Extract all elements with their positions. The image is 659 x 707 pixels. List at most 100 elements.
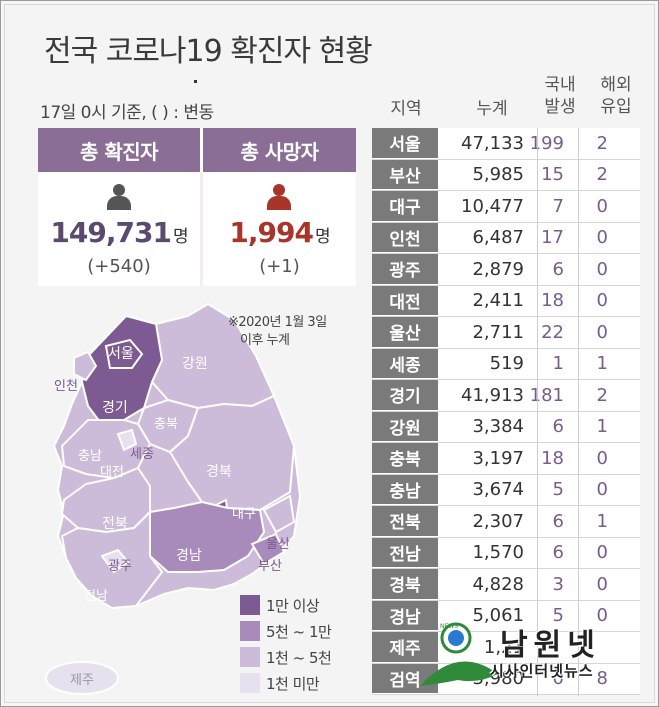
map-label-gyeonggi: 경기 [102, 400, 128, 416]
region-cell: 울산 [372, 317, 438, 348]
region-cell: 전북 [372, 506, 438, 537]
domestic-cell: 6 [552, 416, 564, 438]
deaths-total: 1,994 명 [203, 216, 356, 249]
region-cell: 검역 [372, 663, 438, 694]
confirmed-column: 149,731 명 (+540) [38, 172, 200, 286]
region-cell: 대구 [372, 191, 438, 222]
region-sejong [116, 428, 138, 452]
imported-cell: 0 [596, 573, 608, 595]
region-cell: 충남 [372, 474, 438, 505]
region-cell: 광주 [372, 254, 438, 285]
total-cell: 3,674 [472, 479, 524, 501]
deaths-unit: 명 [314, 227, 331, 247]
legend-label: 5천 ~ 1만 [266, 622, 332, 641]
total-cell: 2,711 [472, 321, 524, 343]
confirmed-header: 총 확진자 [38, 128, 200, 172]
domestic-cell: 0 [552, 668, 564, 690]
domestic-cell: 1 [552, 353, 564, 375]
imported-cell: 0 [596, 605, 608, 627]
logo-badge-text: NEWS [440, 623, 458, 630]
deaths-column: 1,994 명 (+1) [203, 172, 356, 286]
map-label-daegu: 대구 [232, 507, 256, 522]
domestic-cell: 22 [541, 321, 564, 343]
imported-cell: 0 [596, 479, 608, 501]
table-row: 서울 47,133 199 2 [372, 128, 640, 160]
watermark-subtitle: 시사인터넷뉴스 [490, 662, 594, 680]
region-cell: 세종 [372, 348, 438, 379]
imported-cell: 0 [596, 321, 608, 343]
total-cell: 1,570 [472, 542, 524, 564]
region-seoul [104, 338, 144, 369]
summary-box: 총 확진자 총 사망자 149,731 명 (+540) 1,994 명 (+1) [38, 128, 356, 286]
imported-cell: 0 [596, 258, 608, 280]
domestic-cell: 6 [552, 258, 564, 280]
imported-cell: 1 [596, 416, 608, 438]
table-row: 인천 6,487 17 0 [372, 222, 640, 254]
map-label-seoul: 서울 [108, 346, 134, 362]
header-domestic: 국내 발생 [544, 75, 576, 117]
legend-item: 1만 이상 [240, 592, 331, 618]
imported-cell: 2 [596, 132, 608, 154]
page-title: 전국 코로나19 확진자 현황 [44, 34, 373, 69]
domestic-cell: 5 [552, 479, 564, 501]
table-row: 제주 1,21 [372, 632, 640, 664]
table-row: 충남 3,674 5 0 [372, 474, 640, 506]
region-jeju [45, 661, 119, 695]
table-row: 검역 3,980 0 8 [372, 663, 640, 695]
table-row: 울산 2,711 22 0 [372, 317, 640, 349]
confirmed-total: 149,731 명 [38, 216, 200, 249]
domestic-cell: 3 [552, 573, 564, 595]
domestic-cell: 15 [541, 164, 564, 186]
table-row: 세종 519 1 1 [372, 348, 640, 380]
map-note-line1: ※2020년 1월 3일 [228, 315, 327, 330]
logo-globe-icon [448, 630, 464, 646]
map-label-gwangju: 광주 [108, 559, 132, 574]
legend-swatch [240, 647, 260, 667]
imported-cell: 8 [596, 668, 608, 690]
domestic-cell: 199 [529, 132, 564, 154]
legend-item: 1천 미만 [240, 670, 331, 696]
legend-swatch [240, 621, 260, 641]
total-cell: 47,133 [461, 132, 524, 154]
legend-item: 5천 ~ 1만 [240, 618, 332, 644]
imported-cell: 0 [596, 447, 608, 469]
imported-cell: 2 [596, 164, 608, 186]
total-cell: 519 [489, 353, 524, 375]
region-cell: 전남 [372, 537, 438, 568]
deaths-value: 1,994 [229, 216, 314, 249]
total-cell: 2,307 [472, 510, 524, 532]
domestic-cell: 181 [529, 384, 564, 406]
total-cell: 2,879 [472, 258, 524, 280]
header-imported: 해외 유입 [600, 75, 632, 117]
total-cell: 2,411 [472, 290, 524, 312]
region-ulsan [262, 494, 296, 534]
imported-cell: 1 [596, 353, 608, 375]
region-busan [250, 532, 286, 566]
imported-cell: 2 [596, 384, 608, 406]
region-cell: 경남 [372, 600, 438, 631]
map-label-jeonnam: 전남 [84, 589, 108, 604]
total-cell: 6,487 [472, 227, 524, 249]
legend-label: 1천 미만 [266, 674, 320, 693]
region-cell: 대전 [372, 285, 438, 316]
map-label-gyeongnam: 경남 [176, 548, 202, 564]
table-row: 경북 4,828 3 0 [372, 569, 640, 601]
domestic-cell: 17 [541, 227, 564, 249]
region-incheon [73, 350, 98, 382]
region-cell: 충북 [372, 443, 438, 474]
table-row: 광주 2,879 6 0 [372, 254, 640, 286]
column-divider [537, 128, 538, 696]
total-cell: 10,477 [461, 195, 524, 217]
table-row: 경기 41,913 181 2 [372, 380, 640, 412]
legend-swatch [240, 673, 260, 693]
map-legend: 1만 이상 5천 ~ 1만 1천 ~ 5천 1천 미만 [240, 592, 332, 696]
region-gwangju [100, 548, 130, 574]
domestic-cell: 5 [552, 605, 564, 627]
map-label-incheon: 인천 [54, 379, 78, 394]
total-cell: 3,384 [472, 416, 524, 438]
domestic-cell: 18 [541, 290, 564, 312]
total-cell: 4,828 [472, 573, 524, 595]
total-cell: 41,913 [461, 384, 524, 406]
domestic-cell: 7 [552, 195, 564, 217]
map-label-chungbuk: 충북 [154, 417, 178, 432]
